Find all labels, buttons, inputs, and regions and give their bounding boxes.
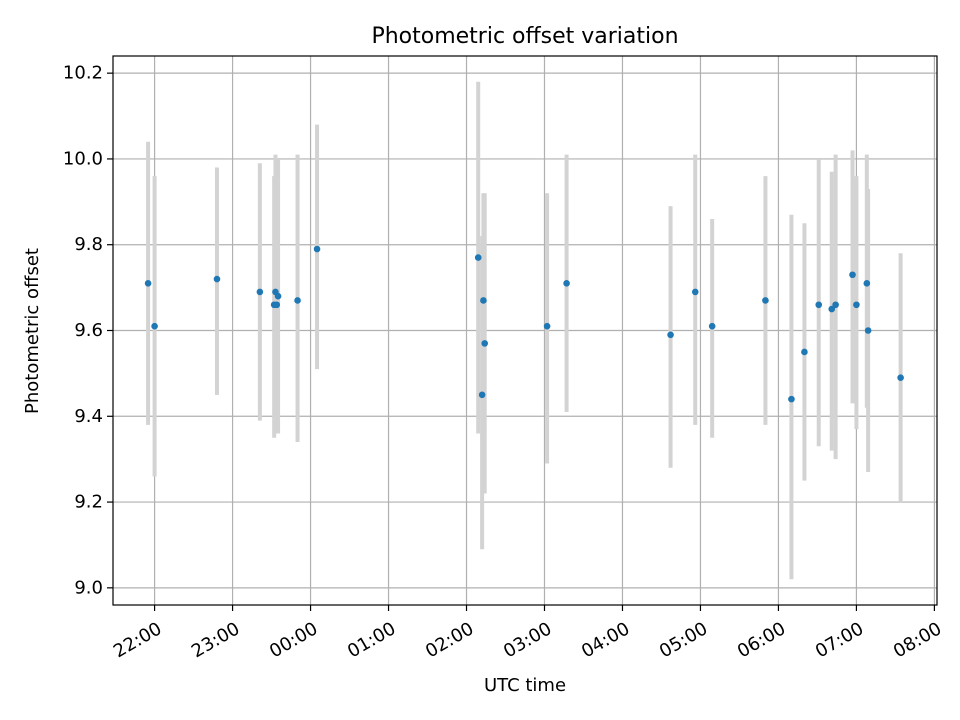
data-point	[256, 288, 264, 296]
chart-title: Photometric offset variation	[371, 24, 678, 49]
data-point	[667, 331, 674, 339]
y-tick-label: 9.0	[74, 577, 103, 598]
data-point	[474, 254, 482, 261]
point-layer	[144, 245, 904, 403]
y-tick-label: 10.2	[63, 63, 103, 84]
data-point	[708, 322, 716, 330]
data-point	[762, 297, 769, 304]
data-point	[480, 297, 487, 304]
data-point	[863, 280, 871, 287]
data-point	[864, 327, 872, 334]
data-point	[274, 292, 282, 300]
data-point	[849, 271, 856, 279]
data-point	[832, 301, 839, 309]
data-point	[294, 297, 301, 304]
data-point	[478, 391, 486, 399]
y-tick-label: 10.0	[63, 148, 103, 169]
data-point	[691, 288, 699, 296]
data-point	[313, 245, 321, 253]
y-axis-label: Photometric offset	[22, 248, 43, 414]
data-point	[213, 275, 221, 283]
data-point	[828, 305, 836, 313]
y-tick-label: 9.4	[74, 406, 103, 427]
data-point	[788, 395, 795, 403]
data-point	[543, 322, 551, 330]
data-point	[815, 301, 823, 309]
data-point	[801, 348, 808, 356]
y-tick-label: 9.8	[74, 234, 103, 255]
data-point	[853, 301, 860, 309]
x-axis-label: UTC time	[484, 675, 566, 696]
data-point	[151, 322, 158, 330]
y-tick-label: 9.6	[74, 320, 103, 341]
data-point	[144, 280, 152, 287]
data-point	[897, 374, 904, 381]
data-point	[481, 340, 489, 347]
y-tick-label: 9.2	[74, 492, 103, 513]
data-point	[273, 301, 281, 309]
data-point	[563, 280, 570, 287]
